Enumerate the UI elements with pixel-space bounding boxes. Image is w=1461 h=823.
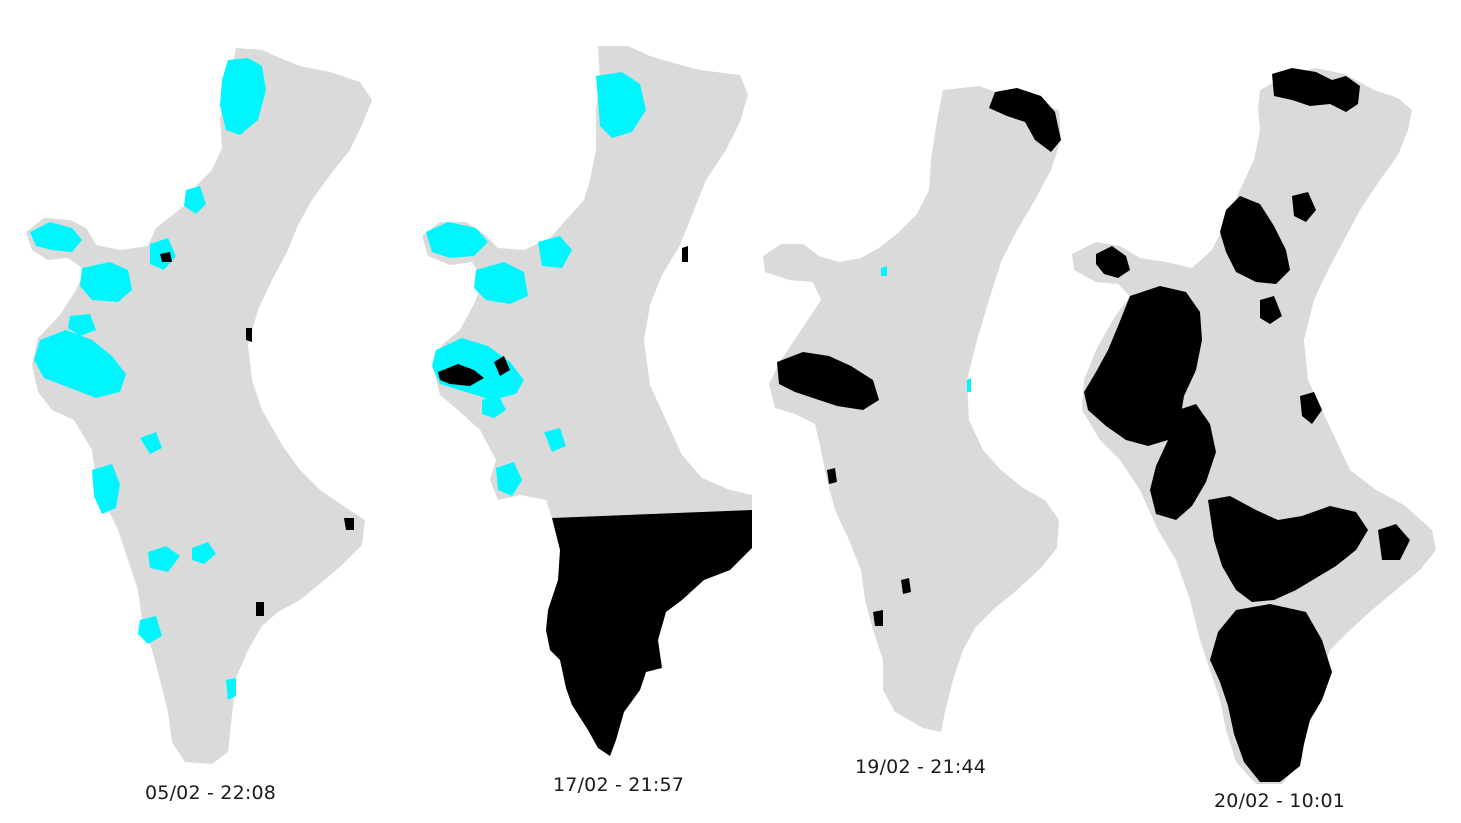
cloud-patches — [426, 72, 646, 496]
region-map-1 — [26, 48, 372, 764]
mask-patches — [777, 88, 1061, 626]
land-area — [26, 48, 372, 764]
map-panel-1: 05/02 - 22:08 — [0, 0, 380, 823]
mask-patches — [1084, 68, 1410, 782]
mask-patches — [160, 252, 354, 616]
panel-caption: 19/02 - 21:44 — [855, 756, 987, 778]
panel-caption: 17/02 - 21:57 — [553, 774, 685, 796]
region-map-3 — [763, 86, 1061, 732]
region-map-2 — [422, 46, 752, 756]
cloud-patches — [881, 266, 971, 392]
panel-caption: 05/02 - 22:08 — [145, 782, 277, 804]
map-panel-3: 19/02 - 21:44 — [755, 0, 1075, 823]
map-panel-2: 17/02 - 21:57 — [400, 0, 770, 823]
mask-patches — [438, 246, 688, 386]
panel-caption: 20/02 - 10:01 — [1214, 790, 1346, 812]
mask-patch-south — [546, 510, 752, 756]
land-area — [422, 46, 752, 518]
land-area — [1072, 68, 1436, 784]
map-panel-4: 20/02 - 10:01 — [1060, 0, 1461, 823]
region-map-4 — [1072, 68, 1436, 784]
land-area — [763, 86, 1061, 732]
